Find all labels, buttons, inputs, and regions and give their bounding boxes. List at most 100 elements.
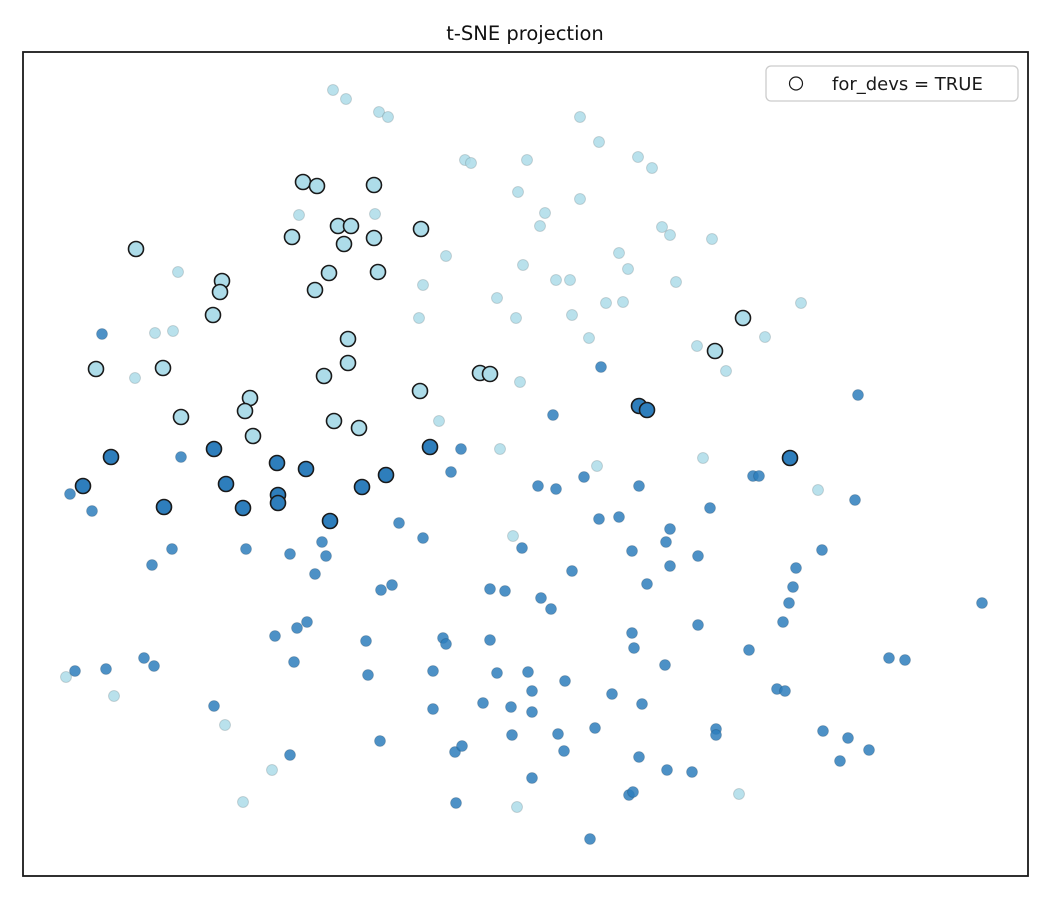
scatter-point [217,475,235,493]
scatter-point [320,550,332,562]
scatter-point [633,751,645,763]
scatter-point [244,427,262,445]
scatter-point [427,703,439,715]
scatter-point [308,177,326,195]
scatter-point [294,173,312,191]
scatter-point [342,217,360,235]
scatter-point [522,666,534,678]
scatter-point [559,675,571,687]
scatter-point [360,635,372,647]
scatter-point [297,460,315,478]
scatter-point [633,480,645,492]
scatter-point [208,700,220,712]
scatter-point [172,408,190,426]
legend-open-circle-icon [788,76,804,91]
scatter-point [626,545,638,557]
scatter-point [849,494,861,506]
scatter-point [219,719,231,731]
scatter-point [613,247,625,259]
scatter-point [69,665,81,677]
scatter-point [692,619,704,631]
scatter-point [593,136,605,148]
scatter-point [733,788,745,800]
scatter-point [353,478,371,496]
scatter-point [339,330,357,348]
scatter-point [477,697,489,709]
scatter-point [526,772,538,784]
scatter-point [369,208,381,220]
scatter-point [790,562,802,574]
scatter-point [268,454,286,472]
scatter-point [154,359,172,377]
scatter-point [369,263,387,281]
legend-box [765,65,1019,102]
scatter-point [526,706,538,718]
plot-title: t-SNE projection [446,22,604,45]
scatter-point [899,654,911,666]
scatter-point [172,266,184,278]
scatter-point [781,449,799,467]
scatter-point [484,583,496,595]
scatter-point [491,292,503,304]
scatter-point [535,592,547,604]
scatter-point [976,597,988,609]
scatter-point [440,638,452,650]
scatter-point [641,578,653,590]
scatter-point [320,264,338,282]
scatter-point [759,331,771,343]
scatter-point [566,565,578,577]
scatter-point [595,361,607,373]
scatter-point [532,480,544,492]
scatter-point [284,749,296,761]
scatter-point [484,634,496,646]
scatter-point [632,151,644,163]
scatter-point [445,466,457,478]
scatter-point [102,448,120,466]
scatter-point [421,438,439,456]
scatter-point [456,740,468,752]
scatter-point [628,642,640,654]
scatter-point [521,154,533,166]
scatter-point [382,111,394,123]
scatter-point [481,365,499,383]
scatter-point [816,544,828,556]
scatter-point [627,786,639,798]
scatter-point [613,511,625,523]
scatter-point [704,502,716,514]
scatter-point [842,732,854,744]
scatter-point [706,342,724,360]
scatter-point [60,671,72,683]
scatter-point [661,764,673,776]
scatter-point [692,550,704,562]
scatter-point [129,372,141,384]
scatter-point [545,603,557,615]
scatter-point [175,451,187,463]
scatter-point [636,698,648,710]
scatter-point [686,766,698,778]
scatter-point [787,581,799,593]
scatter-point [720,365,732,377]
scatter-point [552,728,564,740]
scatter-point [96,328,108,340]
scatter-point [393,517,405,529]
scatter-point [664,560,676,572]
scatter-point [205,440,223,458]
scatter-point [327,84,339,96]
scatter-point [155,498,173,516]
scatter-point [167,325,179,337]
scatter-point [539,207,551,219]
scatter-point [510,312,522,324]
scatter-point [656,221,668,233]
scatter-point [646,162,658,174]
scatter-point [413,312,425,324]
scatter-point [291,622,303,634]
scatter-point [852,389,864,401]
scatter-point [883,652,895,664]
scatter-point [377,466,395,484]
scatter-point [87,360,105,378]
legend-label: for_devs = TRUE [832,74,983,95]
scatter-point [574,111,586,123]
scatter-point [440,250,452,262]
scatter-point [234,499,252,517]
